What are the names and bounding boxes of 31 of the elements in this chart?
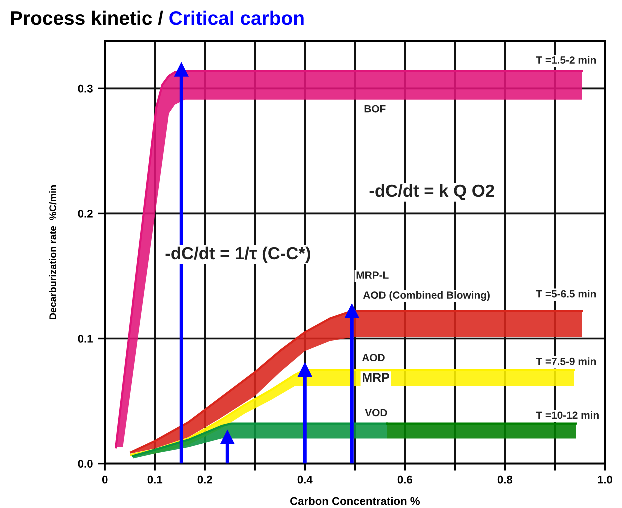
y-tick-label: 0.0 bbox=[78, 460, 93, 468]
annotation: MRP-L bbox=[356, 272, 389, 279]
annotation: T =1.5-2 min bbox=[536, 56, 596, 64]
point bbox=[345, 304, 360, 318]
annotation: BOF bbox=[364, 105, 386, 113]
x-tick-label: 1.0 bbox=[598, 476, 612, 484]
x-tick-label: 0.1 bbox=[148, 476, 163, 484]
x-tick-label: 0 bbox=[102, 476, 108, 484]
y-tick-label: 0.2 bbox=[78, 210, 93, 218]
x-tick-label: 0.8 bbox=[498, 476, 513, 484]
chart-subtitle: Critical carbon bbox=[170, 10, 304, 26]
annotation: -dC/dt = k Q O2 bbox=[370, 184, 494, 200]
annotation: -dC/dt = 1/τ (C-C*) bbox=[166, 246, 310, 264]
point bbox=[220, 430, 235, 444]
x-tick-label: 0.4 bbox=[298, 476, 313, 484]
annotation: AOD bbox=[362, 354, 385, 362]
annotation: T =7.5-9 min bbox=[536, 358, 596, 366]
annotation: AOD (Combined Blowing) bbox=[363, 291, 490, 302]
point bbox=[298, 363, 312, 377]
y-tick-label: 0.3 bbox=[78, 84, 93, 93]
annotation: MRP bbox=[363, 373, 390, 382]
x-tick-label: 0.6 bbox=[398, 476, 412, 484]
point bbox=[174, 62, 189, 77]
annotation: T =5-6.5 min bbox=[536, 290, 596, 298]
x-axis-title: Carbon Concentration % bbox=[290, 497, 420, 506]
y-tick-label: 0.1 bbox=[78, 335, 94, 343]
annotation: T =10-12 min bbox=[536, 411, 599, 420]
chart-title: Process kinetic / bbox=[11, 10, 164, 26]
x-tick-label: 0.2 bbox=[198, 476, 212, 484]
annotation: VOD bbox=[365, 409, 388, 417]
y-axis-title: Decarburization rate %C/min bbox=[49, 186, 57, 320]
